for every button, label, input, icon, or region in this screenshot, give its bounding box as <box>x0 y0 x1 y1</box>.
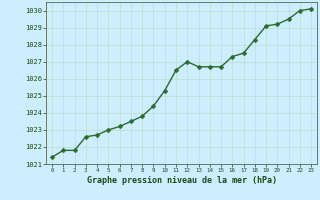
X-axis label: Graphe pression niveau de la mer (hPa): Graphe pression niveau de la mer (hPa) <box>87 176 276 185</box>
